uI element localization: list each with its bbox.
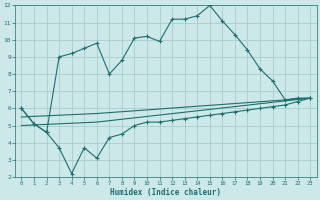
X-axis label: Humidex (Indice chaleur): Humidex (Indice chaleur)	[110, 188, 221, 197]
